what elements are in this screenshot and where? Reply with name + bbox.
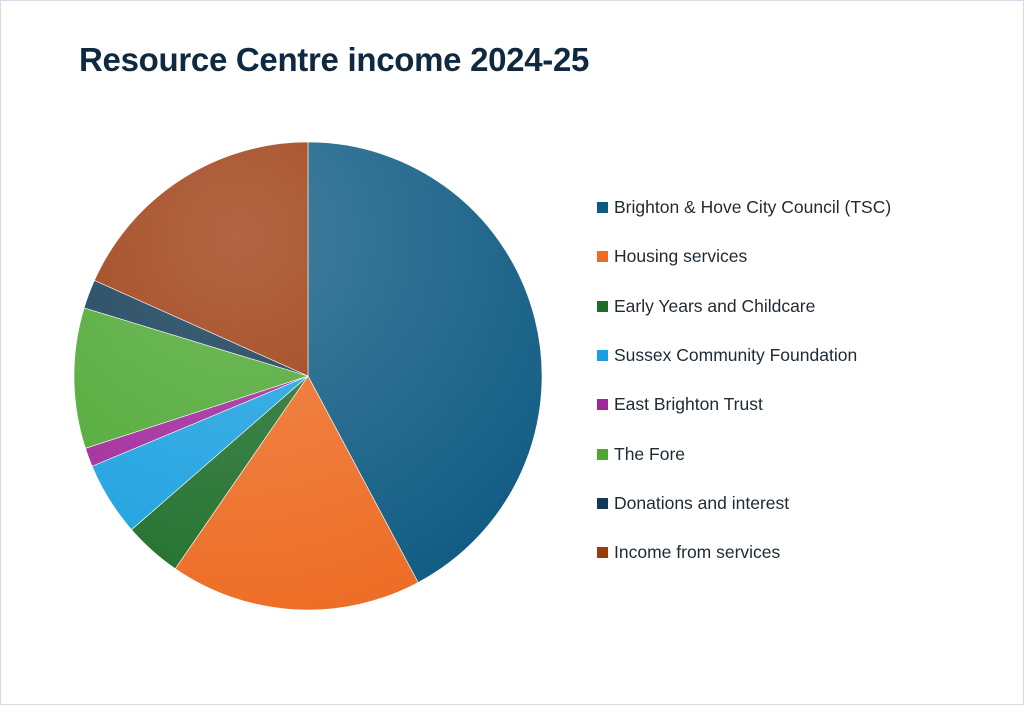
chart-legend: Brighton & Hove City Council (TSC) Housin…: [597, 183, 891, 577]
legend-swatch: [597, 251, 608, 263]
legend-label: Brighton & Hove City Council (TSC): [614, 197, 892, 218]
legend-label: Early Years and Childcare: [614, 295, 816, 316]
legend-item-2: Early Years and Childcare: [597, 282, 891, 331]
legend-swatch: [597, 202, 608, 214]
legend-label: Income from services: [614, 542, 781, 563]
legend-item-5: The Fore: [597, 429, 891, 478]
legend-label: Housing services: [614, 246, 748, 267]
legend-item-7: Income from services: [597, 528, 891, 577]
legend-swatch: [597, 497, 608, 509]
legend-swatch: [597, 300, 608, 312]
legend-label: Donations and interest: [614, 492, 790, 513]
chart-title: Resource Centre income 2024-25: [79, 41, 590, 78]
legend-swatch: [597, 547, 608, 559]
legend-swatch: [597, 399, 608, 411]
legend-item-3: Sussex Community Foundation: [597, 331, 891, 380]
legend-item-4: East Brighton Trust: [597, 380, 891, 429]
legend-label: Sussex Community Foundation: [614, 345, 858, 366]
legend-swatch: [597, 448, 608, 460]
legend-item-0: Brighton & Hove City Council (TSC): [597, 183, 891, 232]
legend-item-6: Donations and interest: [597, 479, 891, 528]
legend-label: East Brighton Trust: [614, 394, 763, 415]
legend-label: The Fore: [614, 443, 685, 464]
legend-item-1: Housing services: [597, 232, 891, 281]
legend-swatch: [597, 350, 608, 362]
